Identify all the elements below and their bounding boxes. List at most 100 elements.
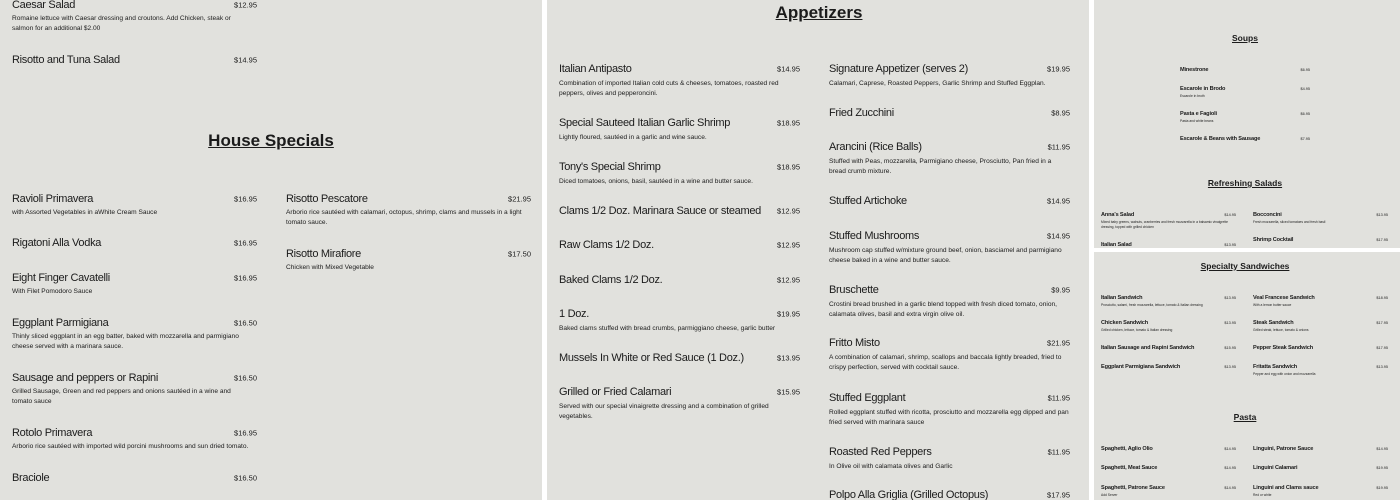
menu-item-name: Linguini Calamari [1253,465,1298,471]
menu-item-name: Roasted Red Peppers [829,446,932,458]
menu-item-name: Escarole & Beans with Sausage [1180,136,1261,142]
menu-item-price: $6.95 [1300,112,1310,116]
panel-sandwiches-pasta: Specialty Sandwiches Pasta Italian Sandwic… [1094,252,1400,500]
menu-item-name: Baked Clams 1/2 Doz. [559,274,663,286]
menu-item-price: $21.95 [508,194,531,204]
menu-item-name: Italian Sausage and Rapini Sandwich [1101,345,1195,351]
menu-item-description: Add Server [1101,493,1118,497]
section-title-house-specials: House Specials [208,131,334,150]
menu-item-name: Risotto Pescatore [286,193,368,205]
menu-item-price: $14.95 [1224,466,1236,470]
menu-item-price: $13.95 [1224,365,1236,369]
menu-item-price: $14.95 [1047,231,1070,241]
menu-item-name: Anna's Salad [1101,212,1135,218]
menu-item-description: Red or white [1253,493,1272,497]
menu-item-name: Fried Zucchini [829,107,894,119]
menu-item-description: Romaine lettuce with Caesar dressing and… [12,15,231,32]
menu-item-name: Chicken Sandwich [1101,320,1149,326]
menu-item-name: Linguini and Clams sauce [1253,485,1319,491]
menu-item-price: $13.95 [1224,321,1236,325]
section-title-pasta: Pasta [1233,412,1257,422]
menu-item-description: Grilled chicken, lettuce, tomato & Itali… [1101,328,1173,332]
menu-item-name: Pepper Steak Sandwich [1253,345,1313,351]
menu-item-name: Eggplant Parmigiana Sandwich [1101,364,1181,370]
section-title-soups: Soups [1232,33,1258,43]
menu-item-price: $16.50 [234,318,257,328]
menu-item-price: $17.95 [1376,238,1388,242]
menu-item-price: $11.95 [1047,142,1070,152]
menu-item-name: Spaghetti, Patrone Sauce [1101,485,1165,491]
menu-item-price: $14.95 [1224,447,1236,451]
menu-item-price: $9.95 [1051,285,1070,295]
panel-house-specials: House Specials Caesar Salad $12.95 Romaine … [0,0,542,500]
menu-item-price: $11.95 [1047,393,1070,403]
menu-item-price: $16.50 [234,373,257,383]
menu-item-name: Shrimp Cocktail [1253,237,1294,243]
menu-item-price: $13.95 [1224,243,1236,247]
menu-item-price: $17.50 [508,249,531,259]
menu-item-description: Pepper and egg with onion and mozzarella [1253,372,1316,376]
menu-item-name: Stuffed Eggplant [829,392,906,404]
menu-item-name: Spaghetti, Meat Sauce [1101,465,1158,471]
menu-item-description: Stuffed with Peas, mozzarella, Parmigian… [829,158,1052,175]
menu-item-description: Served with our special vinaigrette dres… [559,403,769,420]
menu-item-name: Ravioli Primavera [12,193,94,205]
menu-item-description: Mushroom cap stuffed w/mixture ground be… [829,247,1062,264]
menu-item-description: Mixed baby greens, walnuts, cranberries … [1101,220,1228,229]
menu-item-price: $14.95 [234,55,257,65]
menu-item-name: Arancini (Rice Balls) [829,141,922,153]
menu-item-price: $11.95 [1047,447,1070,457]
menu-item-name: Risotto and Tuna Salad [12,54,120,66]
menu-item-description: A combination of calamari, shrimp, scall… [829,354,1062,371]
menu-item-price: $7.95 [1300,137,1310,141]
menu-item-price: $17.95 [1047,490,1070,500]
menu-item-name: Raw Clams 1/2 Doz. [559,239,654,251]
menu-item-description: With a lemon butter sauce [1253,303,1292,307]
menu-item-description: In Olive oil with calamata olives and Ga… [829,463,953,470]
menu-item-price: $21.95 [1047,338,1070,348]
menu-item-price: $19.95 [1376,486,1388,490]
menu-item-name: Mussels In White or Red Sauce (1 Doz.) [559,352,744,364]
menu-item-description: With Filet Pomodoro Sauce [12,288,93,295]
menu-item-price: $18.95 [777,118,800,128]
panel-soups-salads: Soups Refreshing Salads Minestrone $6.95 Esc… [1094,0,1400,248]
menu-item-name: Escarole in Brodo [1180,86,1226,92]
menu-item-name: Special Sauteed Italian Garlic Shrimp [559,117,731,129]
menu-item-name: Italian Antipasto [559,63,632,75]
menu-item-name: Signature Appetizer (serves 2) [829,63,968,75]
menu-item-description: Arborio rice sautéed with imported wild … [12,443,249,450]
menu-item-name: Bruschette [829,284,879,296]
menu-item-description: Baked clams stuffed with bread crumbs, p… [559,325,776,332]
menu-item-description: Escarole in broth [1180,94,1205,98]
menu-item-description: Combination of imported Italian cold cut… [559,80,779,97]
menu-item-description: Chicken with Mixed Vegetable [286,264,374,271]
menu-item-price: $14.95 [1047,196,1070,206]
menu-item-price: $19.95 [1047,64,1070,74]
menu-item-name: Italian Sandwich [1101,295,1143,301]
menu-item-price: $17.95 [1376,346,1388,350]
menu-item-name: Clams 1/2 Doz. Marinara Sauce or steamed [559,205,761,217]
menu-item-name: Linguini, Patrone Sauce [1253,446,1314,452]
menu-item-description: Fresh mozzarella, sliced tomatoes and fr… [1253,220,1326,224]
menu-item-name: Rigatoni Alla Vodka [12,237,102,249]
menu-item-price: $16.95 [234,194,257,204]
menu-item-price: $13.95 [1224,296,1236,300]
menu-item-price: $16.95 [234,273,257,283]
menu-item-description: Crostini bread brushed in a garlic blend… [829,301,1057,318]
menu-item-price: $12.95 [777,240,800,250]
menu-item-price: $16.50 [234,473,257,483]
panel-appetizers: Appetizers Italian Antipasto $14.95 Combina… [547,0,1089,500]
menu-item-price: $19.95 [1376,466,1388,470]
menu-item-name: 1 Doz. [559,308,589,320]
menu-item-name: Veal Francese Sandwich [1253,295,1315,301]
menu-item-description: Calamari, Caprese, Roasted Peppers, Garl… [829,80,1046,87]
menu-item-price: $15.95 [1224,346,1236,350]
menu-item-description: Prosciutto, salami, fresh mozzarella, le… [1101,303,1203,307]
menu-item-name: Caesar Salad [12,0,76,11]
menu-item-name: Pasta e Fagioli [1180,111,1217,117]
section-title-appetizers: Appetizers [775,3,863,22]
menu-item-name: Fritto Misto [829,337,880,349]
menu-item-description: Pasta and white beans [1180,119,1214,123]
menu-item-name: Minestrone [1180,67,1209,73]
menu-item-name: Sausage and peppers or Rapini [12,372,159,384]
